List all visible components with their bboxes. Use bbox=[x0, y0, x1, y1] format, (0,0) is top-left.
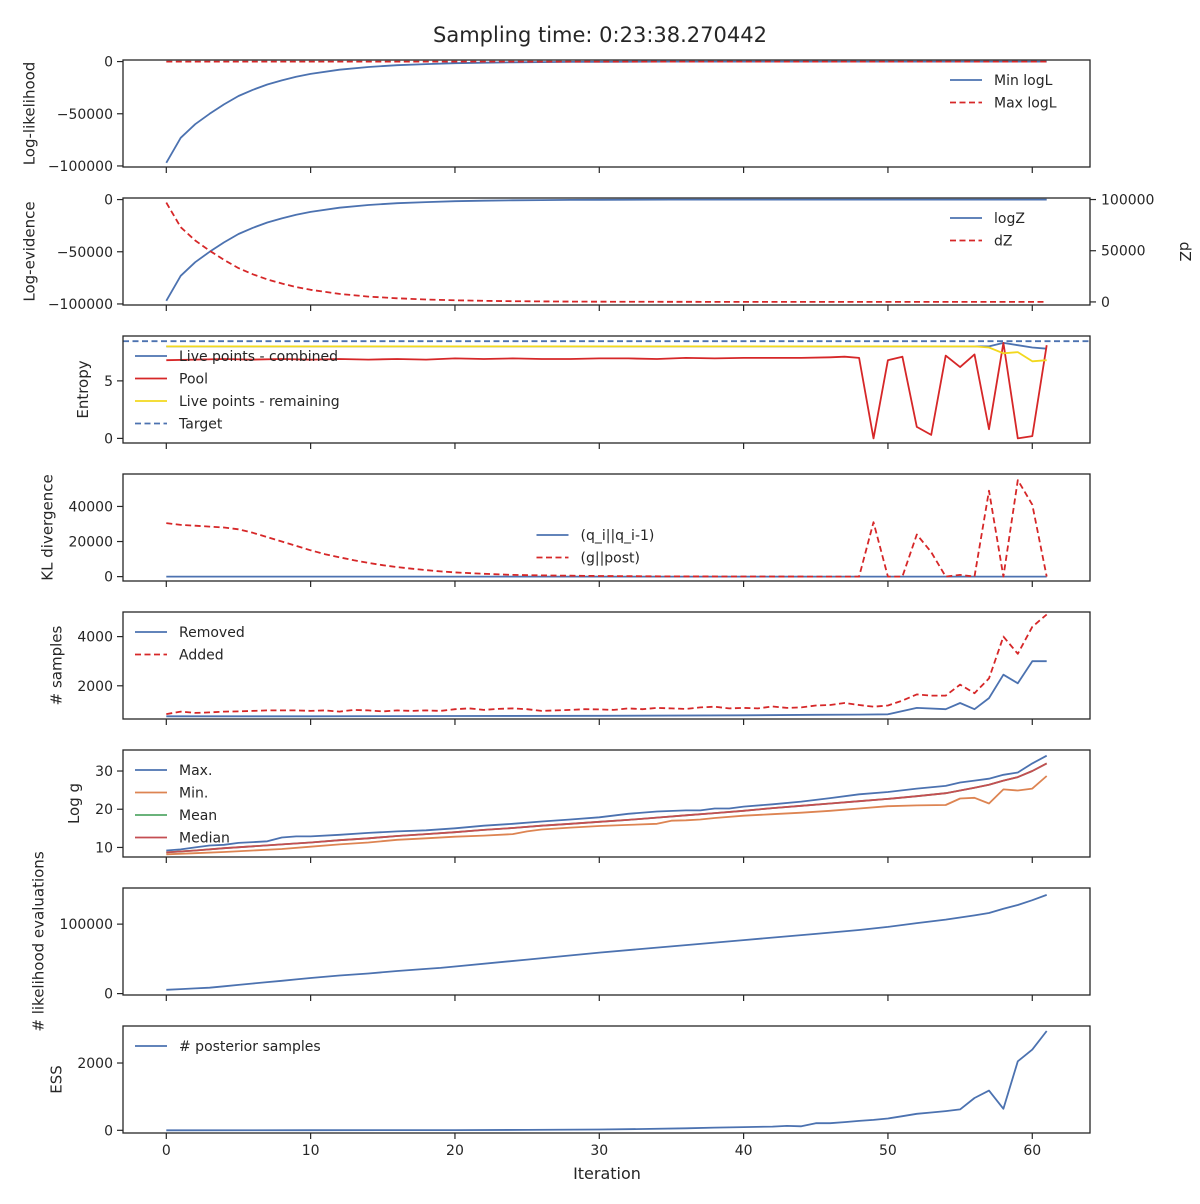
y-tick-label: 0 bbox=[104, 1123, 113, 1139]
y-tick-label: 0 bbox=[104, 431, 113, 447]
y-axis-label: # samples bbox=[47, 625, 65, 705]
y-tick-label: 0 bbox=[104, 987, 113, 1003]
y-right-tick-label: 0 bbox=[1101, 295, 1110, 311]
y-axis-label: Entropy bbox=[74, 360, 92, 418]
y-tick-label: 20000 bbox=[68, 535, 113, 551]
legend-label: Added bbox=[179, 648, 224, 664]
panel-6: 10 20 30 Log g Max. Min. Mean Median bbox=[65, 749, 1091, 863]
x-axis-label: Iteration bbox=[573, 1164, 641, 1183]
y-tick-label: 10 bbox=[95, 840, 113, 856]
x-tick-label: 40 bbox=[735, 1143, 753, 1159]
legend-label: Mean bbox=[179, 808, 217, 824]
legend-label: Live points - remaining bbox=[179, 394, 340, 410]
series-line-2 bbox=[166, 341, 1048, 440]
x-tick-label: 0 bbox=[162, 1143, 171, 1159]
legend: Min logL Max logL bbox=[950, 73, 1057, 112]
legend: Removed Added bbox=[135, 625, 245, 664]
series-line-1 bbox=[166, 894, 1048, 991]
axes-frame bbox=[122, 335, 1091, 444]
legend-label: Live points - combined bbox=[179, 349, 338, 365]
y-axis-label: Log g bbox=[65, 783, 83, 824]
legend: (q_i||q_i-1) (g||post) bbox=[536, 528, 655, 567]
y-right-tick-label: 100000 bbox=[1101, 193, 1154, 209]
y-tick-label: 40000 bbox=[68, 499, 113, 515]
y-right-axis-label: dZ bbox=[1176, 242, 1194, 262]
series-line-4 bbox=[166, 762, 1048, 854]
legend-label: Pool bbox=[179, 372, 208, 388]
y-tick-label: −100000 bbox=[48, 159, 113, 175]
legend: Live points - combined Pool Live points - … bbox=[135, 349, 340, 433]
y-tick-label: 30 bbox=[95, 764, 113, 780]
series-line-1 bbox=[165, 198, 1047, 302]
axes-frame bbox=[122, 749, 1091, 858]
panel-5: 2000 4000 # samples Removed Added bbox=[47, 611, 1091, 725]
legend-label: Min logL bbox=[994, 73, 1053, 89]
series-line-1 bbox=[166, 754, 1048, 852]
legend-label: (q_i||q_i-1) bbox=[581, 528, 655, 544]
series-line-1 bbox=[166, 1030, 1048, 1132]
y-tick-label: 100000 bbox=[60, 917, 113, 933]
y-axis-label: KL divergence bbox=[39, 474, 57, 580]
legend: Max. Min. Mean Median bbox=[135, 763, 230, 847]
legend: logZ dZ bbox=[950, 211, 1025, 250]
y-tick-label: 4000 bbox=[77, 630, 113, 646]
legend-label: # posterior samples bbox=[179, 1039, 321, 1055]
x-tick-label: 30 bbox=[590, 1143, 608, 1159]
series-line-1 bbox=[165, 60, 1047, 164]
legend: # posterior samples bbox=[135, 1039, 321, 1055]
y-tick-label: −50000 bbox=[57, 245, 113, 261]
y-tick-label: −100000 bbox=[48, 297, 113, 313]
axes-frame bbox=[122, 611, 1091, 720]
series-line-2 bbox=[166, 613, 1048, 715]
series-line-2 bbox=[165, 202, 1047, 303]
x-tick-label: 50 bbox=[879, 1143, 897, 1159]
legend-label: Removed bbox=[179, 625, 245, 641]
series-line-3 bbox=[166, 762, 1048, 854]
panel-1: 0 −50000 −100000 Log-likelihood Min logL Max … bbox=[21, 55, 1091, 175]
series-line-2 bbox=[166, 775, 1048, 856]
y-tick-label: 5 bbox=[104, 374, 113, 390]
axes-frame bbox=[122, 887, 1091, 996]
y-tick-label: 0 bbox=[104, 570, 113, 586]
legend-label: Max. bbox=[179, 763, 212, 779]
axes-frame bbox=[122, 473, 1091, 582]
series-line-3 bbox=[166, 345, 1047, 363]
y-tick-label: 0 bbox=[104, 193, 113, 209]
legend-label: Median bbox=[179, 831, 230, 847]
y-axis-label: Log-evidence bbox=[21, 201, 39, 301]
x-tick-label: 10 bbox=[302, 1143, 320, 1159]
y-tick-label: 0 bbox=[104, 55, 113, 71]
legend-label: Max logL bbox=[994, 96, 1057, 112]
legend-label: Min. bbox=[179, 786, 208, 802]
y-tick-label: 2000 bbox=[77, 679, 113, 695]
panel-2: 0 −50000 −100000 100000 50000 0 dZ Log-evidence… bbox=[21, 193, 1194, 313]
legend-label: Target bbox=[178, 417, 223, 433]
x-tick-label: 20 bbox=[446, 1143, 464, 1159]
legend-label: logZ bbox=[994, 211, 1025, 227]
y-axis-label: # likelihood evaluations bbox=[30, 851, 48, 1031]
y-tick-label: 20 bbox=[95, 802, 113, 818]
series-line-1 bbox=[166, 660, 1047, 718]
x-tick-label: 60 bbox=[1023, 1143, 1041, 1159]
figure-title: Sampling time: 0:23:38.270442 bbox=[433, 23, 767, 47]
panel-8: 0 10 20 30 40 50 60 0 2000 ESS # posterior samples bbox=[47, 1025, 1091, 1159]
legend-label: (g||post) bbox=[581, 551, 640, 567]
y-axis-label: Log-likelihood bbox=[21, 62, 39, 166]
y-tick-label: −50000 bbox=[57, 107, 113, 123]
y-right-tick-label: 50000 bbox=[1101, 244, 1146, 260]
panel-7: 0 100000 # likelihood evaluations bbox=[30, 851, 1091, 1032]
y-tick-label: 2000 bbox=[77, 1056, 113, 1072]
panels: 0 −50000 −100000 Log-likelihood Min logL Max … bbox=[21, 55, 1194, 1159]
axes-frame bbox=[122, 1025, 1091, 1134]
axes-frame bbox=[122, 197, 1091, 306]
panel-4: 0 20000 40000 KL divergence (q_i||q_i-1) (g||… bbox=[39, 473, 1091, 587]
legend-label: dZ bbox=[994, 234, 1012, 250]
axes-frame bbox=[122, 59, 1091, 168]
y-axis-label: ESS bbox=[47, 1065, 65, 1094]
